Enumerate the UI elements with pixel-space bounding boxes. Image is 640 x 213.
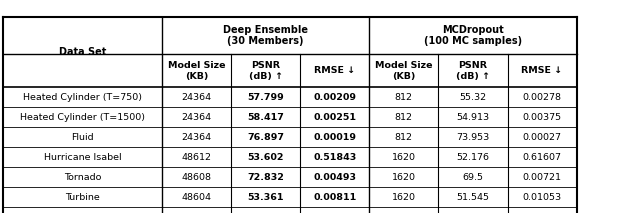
Text: 0.51843: 0.51843: [313, 153, 356, 162]
Text: 0.01053: 0.01053: [522, 193, 562, 202]
Text: 1620: 1620: [392, 193, 416, 202]
Text: 0.00019: 0.00019: [313, 133, 356, 142]
Text: 48604: 48604: [182, 193, 211, 202]
Text: 24364: 24364: [181, 133, 212, 142]
Text: Fluid: Fluid: [71, 133, 94, 142]
Text: Hurricane Isabel: Hurricane Isabel: [44, 153, 122, 162]
Text: 0.00375: 0.00375: [522, 113, 562, 122]
Text: 0.00251: 0.00251: [313, 113, 356, 122]
Text: Deep Ensemble
(30 Members): Deep Ensemble (30 Members): [223, 25, 308, 46]
Text: 69.5: 69.5: [463, 173, 483, 182]
Text: Data Set: Data Set: [59, 47, 106, 57]
Text: 48612: 48612: [182, 153, 211, 162]
Text: 54.913: 54.913: [456, 113, 490, 122]
Text: Heated Cylinder (T=750): Heated Cylinder (T=750): [23, 93, 142, 102]
Text: RMSE ↓: RMSE ↓: [522, 66, 563, 75]
Text: 55.32: 55.32: [460, 93, 486, 102]
Text: 812: 812: [395, 93, 413, 102]
Text: 24364: 24364: [181, 113, 212, 122]
Text: 812: 812: [395, 113, 413, 122]
Text: MCDropout
(100 MC samples): MCDropout (100 MC samples): [424, 25, 522, 46]
Text: 1620: 1620: [392, 173, 416, 182]
Text: 53.361: 53.361: [247, 193, 284, 202]
Text: 57.799: 57.799: [247, 93, 284, 102]
Text: 1620: 1620: [392, 153, 416, 162]
Text: PSNR
(dB) ↑: PSNR (dB) ↑: [248, 61, 283, 81]
Text: Tornado: Tornado: [64, 173, 101, 182]
Text: 53.602: 53.602: [247, 153, 284, 162]
Text: 48608: 48608: [182, 173, 211, 182]
Text: Turbine: Turbine: [65, 193, 100, 202]
Text: 24364: 24364: [181, 93, 212, 102]
Text: Model Size
(KB): Model Size (KB): [375, 61, 433, 81]
Text: 58.417: 58.417: [247, 113, 284, 122]
Text: 0.00027: 0.00027: [523, 133, 561, 142]
Text: 0.00811: 0.00811: [313, 193, 356, 202]
Text: 0.00278: 0.00278: [523, 93, 561, 102]
Text: 76.897: 76.897: [247, 133, 284, 142]
Text: 52.176: 52.176: [456, 153, 490, 162]
Text: 0.00721: 0.00721: [523, 173, 561, 182]
Text: PSNR
(dB) ↑: PSNR (dB) ↑: [456, 61, 490, 81]
Text: Heated Cylinder (T=1500): Heated Cylinder (T=1500): [20, 113, 145, 122]
Text: 72.832: 72.832: [247, 173, 284, 182]
Text: Model Size
(KB): Model Size (KB): [168, 61, 225, 81]
Text: 73.953: 73.953: [456, 133, 490, 142]
Text: 812: 812: [395, 133, 413, 142]
Text: 0.61607: 0.61607: [523, 153, 561, 162]
Text: 0.00209: 0.00209: [313, 93, 356, 102]
Text: 51.545: 51.545: [456, 193, 490, 202]
Text: RMSE ↓: RMSE ↓: [314, 66, 355, 75]
Text: 0.00493: 0.00493: [313, 173, 356, 182]
